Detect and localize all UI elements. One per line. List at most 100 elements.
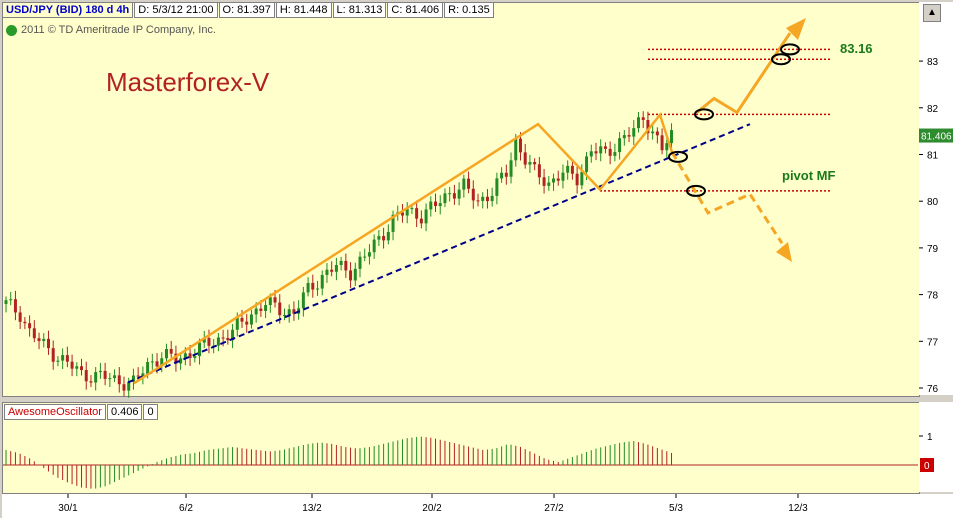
bullish-arrowhead (786, 18, 806, 40)
highlight-ellipse-5 (686, 184, 706, 197)
candle-body (405, 208, 409, 216)
candle-body (382, 236, 386, 241)
candle-body (353, 268, 357, 281)
candle-body (169, 348, 173, 354)
candle-body (334, 264, 338, 272)
candle-body (415, 208, 419, 219)
candle-body (80, 366, 84, 371)
candle-body (452, 193, 456, 199)
price-axis (919, 2, 953, 395)
candle-body (287, 309, 291, 316)
candle-body (28, 323, 32, 329)
oscillator-zero: 0 (143, 404, 158, 420)
oscillator-axis (919, 402, 953, 492)
candle-body (504, 172, 508, 177)
candle-body (618, 138, 622, 153)
candle-body (174, 353, 178, 364)
current-price-label: 81.406 (921, 132, 952, 143)
candle-body (533, 162, 537, 165)
oscillator-panel[interactable] (2, 402, 920, 494)
candle-body (301, 292, 305, 309)
candle-body (316, 288, 320, 290)
range-readout: R: 0.135 (444, 2, 494, 18)
candle-body (202, 338, 206, 343)
price-axis-label: 81 (927, 151, 939, 162)
candle-body (363, 256, 367, 258)
target-label: 83.16 (840, 41, 873, 56)
ameritrade-logo-icon (6, 24, 17, 36)
candle-body (150, 361, 154, 363)
support-trendline (127, 123, 751, 384)
time-axis (2, 494, 953, 518)
candle-body (481, 196, 485, 201)
bearish-arrowhead (776, 242, 792, 262)
candle-body (490, 195, 494, 202)
candle-body (523, 152, 527, 165)
candle-body (471, 188, 475, 201)
candle-body (264, 305, 268, 311)
candle-body (282, 315, 286, 317)
copyright-notice: 2011 © TD Ameritrade IP Company, Inc. (6, 24, 216, 36)
candle-body (42, 338, 46, 342)
candle-body (344, 260, 348, 271)
time-axis-label: 20/2 (422, 503, 442, 514)
candle-body (438, 203, 442, 207)
candle-body (18, 312, 22, 322)
candle-body (188, 353, 192, 358)
candle-body (561, 172, 565, 181)
candle-body (37, 338, 41, 342)
candle-body (547, 182, 551, 186)
candle-body (518, 138, 522, 153)
time-axis-label: 6/2 (179, 503, 193, 514)
candle-body (457, 189, 461, 199)
chart-header: USD/JPY (BID) 180 d 4h D: 5/3/12 21:00 O… (2, 2, 495, 18)
candle-body (146, 361, 150, 374)
candle-body (655, 131, 659, 136)
highlight-ellipse-1 (780, 43, 800, 56)
candle-body (278, 302, 282, 316)
candle-body (589, 151, 593, 157)
scroll-up-button[interactable]: ▲ (923, 4, 941, 22)
candle-body (235, 317, 239, 330)
wave-line (133, 112, 674, 385)
candle-body (198, 342, 202, 357)
candle-body (580, 171, 584, 186)
candle-body (552, 178, 556, 183)
candle-body (665, 143, 669, 151)
oscillator-axis-label: 1 (927, 432, 933, 443)
candle-body (339, 260, 343, 265)
high-readout: H: 81.448 (275, 2, 332, 18)
candle-body (46, 338, 50, 349)
candle-body (89, 381, 93, 383)
candle-body (320, 274, 324, 289)
candle-body (61, 355, 65, 361)
candle-body (641, 117, 645, 121)
candle-body (419, 218, 423, 224)
candle-body (70, 361, 74, 369)
bullish-projection-line (696, 32, 792, 115)
candle-body (249, 314, 253, 325)
candle-body (4, 300, 8, 304)
candle-body (13, 299, 17, 313)
candle-body (367, 252, 371, 257)
price-axis-label: 82 (927, 104, 939, 115)
candle-body (254, 308, 258, 315)
candle-body (514, 138, 518, 161)
symbol-label[interactable]: USD/JPY (BID) 180 d 4h (2, 2, 134, 18)
candle-body (566, 165, 570, 173)
copyright-text: 2011 © TD Ameritrade IP Company, Inc. (21, 24, 216, 36)
candle-body (103, 370, 107, 379)
candle-body (613, 152, 617, 156)
oscillator-name[interactable]: AwesomeOscillator (4, 404, 106, 420)
candle-body (65, 355, 69, 362)
open-readout: O: 81.397 (218, 2, 275, 18)
time-axis-label: 13/2 (302, 503, 322, 514)
candle-body (51, 348, 55, 362)
candle-body (207, 338, 211, 346)
candle-body (292, 309, 296, 314)
candle-body (183, 353, 187, 359)
pivot-label: pivot MF (782, 168, 835, 183)
current-price-marker (919, 128, 953, 143)
candle-body (306, 282, 310, 293)
